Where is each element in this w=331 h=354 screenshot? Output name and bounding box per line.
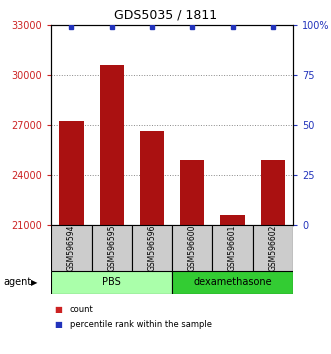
Bar	[172, 271, 293, 294]
Text: agent: agent	[3, 277, 31, 287]
Text: GSM596595: GSM596595	[107, 224, 116, 271]
Bar	[51, 225, 92, 271]
Text: GSM596601: GSM596601	[228, 224, 237, 271]
Text: GSM596594: GSM596594	[67, 224, 76, 271]
Bar	[220, 215, 245, 354]
Text: GSM596600: GSM596600	[188, 224, 197, 271]
Bar	[51, 271, 172, 294]
Text: PBS: PBS	[102, 277, 121, 287]
Text: ■: ■	[55, 305, 63, 314]
Text: dexamethasone: dexamethasone	[193, 277, 272, 287]
Text: ▶: ▶	[31, 278, 37, 287]
Text: ■: ■	[55, 320, 63, 329]
Text: count: count	[70, 305, 93, 314]
Text: GSM596596: GSM596596	[148, 224, 157, 271]
Bar	[261, 160, 285, 354]
Bar	[140, 131, 164, 354]
Bar	[172, 225, 213, 271]
Text: GSM596602: GSM596602	[268, 224, 277, 271]
Bar	[180, 160, 204, 354]
Text: GDS5035 / 1811: GDS5035 / 1811	[114, 9, 217, 22]
Text: percentile rank within the sample: percentile rank within the sample	[70, 320, 212, 329]
Bar	[59, 121, 83, 354]
Bar	[213, 225, 253, 271]
Bar	[132, 225, 172, 271]
Bar	[100, 65, 124, 354]
Bar	[253, 225, 293, 271]
Bar	[92, 225, 132, 271]
